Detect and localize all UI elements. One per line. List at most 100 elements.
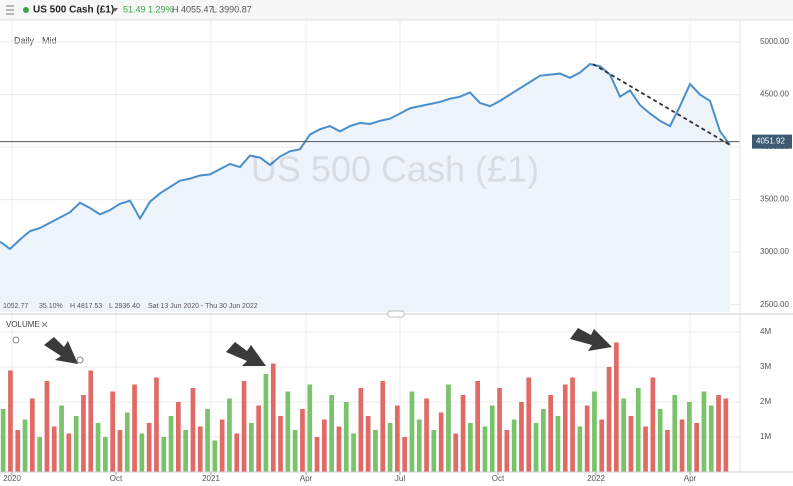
volume-bar	[482, 426, 488, 472]
volume-bar	[0, 409, 6, 472]
close-icon[interactable]	[41, 321, 48, 328]
volume-bar	[256, 405, 261, 472]
volume-bar	[694, 423, 699, 472]
change-pct: 1.29%	[148, 4, 174, 14]
volume-bar	[373, 430, 378, 472]
x-tick-label: Jul	[395, 474, 405, 483]
volume-bar	[555, 416, 561, 472]
volume-bar	[44, 381, 50, 472]
volume-bar	[723, 398, 729, 472]
price-area	[0, 64, 730, 312]
volume-bar	[628, 416, 634, 472]
volume-bar	[73, 416, 79, 472]
volume-bar	[365, 416, 371, 472]
volume-bar	[15, 430, 21, 472]
volume-bar	[424, 398, 429, 472]
volume-bar	[679, 419, 685, 472]
volume-bar	[314, 437, 320, 472]
volume-bar	[519, 402, 524, 472]
volume-bar	[51, 426, 57, 472]
stat-range: Sat 13 Jun 2020 - Thu 30 Jun 2022	[148, 303, 258, 310]
volume-bar	[307, 384, 313, 472]
volume-bar	[66, 433, 72, 472]
y-tick-label: 4500.00	[760, 90, 789, 99]
volume-bar	[701, 391, 707, 472]
volume-bar	[533, 423, 539, 472]
volume-title: VOLUME	[6, 320, 40, 329]
volume-bar	[234, 433, 240, 472]
volume-bar	[446, 384, 451, 472]
volume-bar	[460, 395, 466, 472]
annotation-arrows	[44, 328, 612, 366]
volume-bar	[59, 405, 64, 472]
volume-bar	[548, 395, 553, 472]
volume-bar	[606, 367, 612, 472]
volume-bar	[190, 388, 196, 472]
volume-bar	[154, 377, 159, 472]
symbol[interactable]: US 500 Cash (£1)	[33, 5, 114, 16]
volume-bar	[278, 416, 283, 472]
last-price-box	[752, 134, 792, 149]
volume-bar	[117, 430, 123, 472]
volume-bar	[453, 433, 459, 472]
volume-bar	[489, 405, 495, 472]
volume-bar	[387, 423, 393, 472]
volume-bar	[197, 426, 203, 472]
status-dot	[23, 7, 29, 13]
volume-bar	[161, 437, 167, 472]
volume-bar	[643, 426, 648, 472]
volume-bar	[81, 395, 86, 472]
trendline	[592, 63, 731, 146]
x-tick-label: Apr	[300, 474, 313, 483]
resize-handle[interactable]	[387, 310, 405, 318]
volume-bar	[351, 433, 356, 472]
x-tick-label: 2020	[3, 474, 21, 483]
volume-bar	[227, 398, 232, 472]
volume-bar	[665, 430, 670, 472]
volume-bar	[30, 398, 35, 472]
price-type[interactable]: Mid	[42, 35, 57, 45]
volume-bar	[380, 381, 386, 472]
last-price-label: 4051.92	[756, 137, 785, 146]
volume-bar	[249, 423, 254, 472]
volume-bar	[343, 402, 349, 472]
stat-change: 1052.77	[3, 303, 28, 310]
y-tick-label: 5000.00	[760, 37, 789, 46]
y-tick-label: 3M	[760, 362, 771, 371]
volume-bar	[336, 426, 342, 472]
menu-icon[interactable]	[6, 5, 14, 15]
change: 51.49	[123, 4, 146, 14]
draw-handle[interactable]	[76, 356, 84, 364]
volume-bar	[402, 437, 407, 472]
volume-bar	[409, 391, 415, 472]
volume-bar	[504, 430, 510, 472]
volume-bar	[657, 409, 663, 472]
volume-bar	[139, 433, 145, 472]
volume-panel: 1M 2M 3M 4M 2020 Oct 2021 Apr Jul Oct 2022 Apr	[0, 327, 771, 483]
volume-bar	[219, 419, 225, 472]
draw-handle[interactable]	[12, 336, 20, 344]
volume-bar	[322, 419, 327, 472]
interval[interactable]: Daily	[14, 35, 35, 45]
volume-bar	[468, 423, 473, 472]
x-tick-label: Oct	[110, 474, 123, 483]
volume-bar	[146, 423, 152, 472]
volume-bar	[183, 430, 188, 472]
volume-bar	[103, 437, 108, 472]
volume-bar	[562, 384, 568, 472]
volume-bar	[124, 412, 130, 472]
watermark: US 500 Cash (£1)	[251, 149, 539, 190]
dropdown-arrow[interactable]	[112, 8, 118, 12]
stat-high: H 4817.53	[70, 303, 102, 310]
high: H 4055.47	[172, 4, 214, 14]
volume-bar	[438, 412, 444, 472]
volume-bar	[599, 419, 605, 472]
volume-bar	[358, 388, 364, 472]
volume-bar	[577, 426, 583, 472]
volume-bar	[475, 381, 480, 472]
x-tick-label: Oct	[492, 474, 505, 483]
volume-bar	[541, 409, 546, 472]
volume-bar	[132, 384, 137, 472]
volume-bar	[300, 409, 305, 472]
volume-bar	[241, 381, 247, 472]
